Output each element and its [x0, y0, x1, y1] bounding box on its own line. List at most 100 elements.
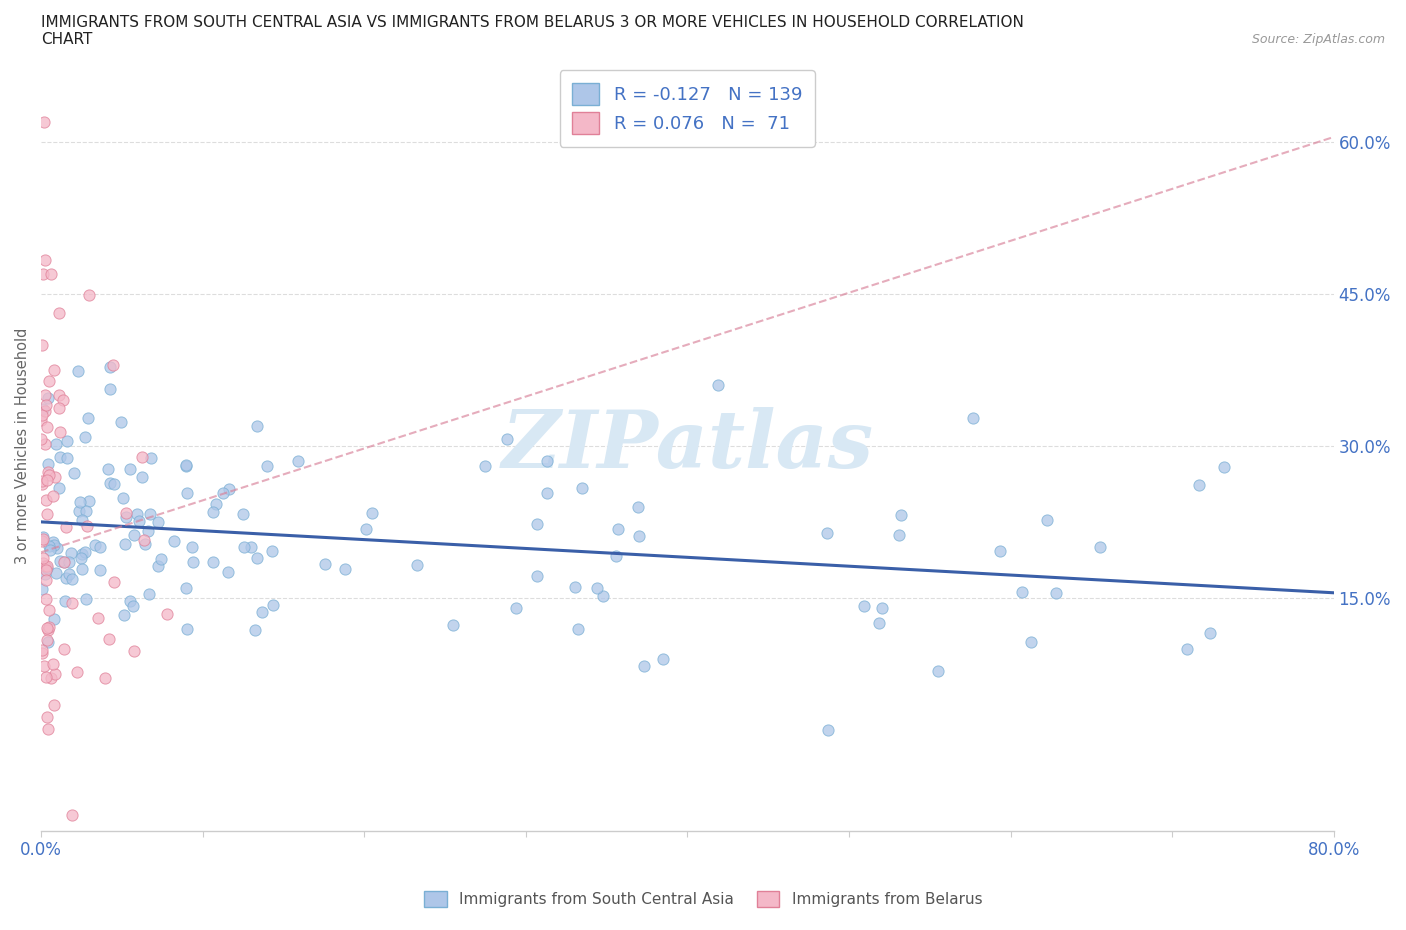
Point — [39, 671, 62, 685]
Point — [131, 449, 153, 464]
Point — [122, 599, 145, 614]
Point — [35, 398, 58, 413]
Point — [53, 555, 76, 570]
Point — [1019, 634, 1042, 649]
Point — [98, 631, 121, 646]
Point — [70, 561, 93, 576]
Point — [60, 808, 83, 823]
Point — [111, 490, 134, 505]
Point — [77, 411, 100, 426]
Point — [174, 458, 197, 472]
Point — [75, 591, 97, 606]
Point — [1199, 626, 1222, 641]
Point — [441, 618, 464, 632]
Point — [31, 338, 53, 352]
Point — [44, 667, 66, 682]
Point — [35, 472, 58, 487]
Point — [55, 433, 77, 448]
Point — [32, 658, 55, 673]
Point — [32, 266, 55, 281]
Point — [53, 554, 76, 569]
Point — [63, 466, 86, 481]
Point — [120, 461, 142, 476]
Point — [42, 538, 65, 552]
Point — [627, 499, 650, 514]
Point — [526, 516, 548, 531]
Point — [34, 403, 56, 418]
Point — [707, 378, 730, 392]
Point — [76, 519, 98, 534]
Point — [314, 557, 336, 572]
Point — [31, 473, 53, 488]
Point — [77, 287, 100, 302]
Point — [115, 506, 138, 521]
Point — [38, 374, 60, 389]
Point — [125, 506, 148, 521]
Point — [37, 635, 59, 650]
Point — [48, 306, 70, 321]
Legend: Immigrants from South Central Asia, Immigrants from Belarus: Immigrants from South Central Asia, Immi… — [418, 884, 988, 913]
Point — [37, 457, 59, 472]
Point — [155, 606, 177, 621]
Point — [114, 536, 136, 551]
Point — [585, 580, 607, 595]
Point — [174, 458, 197, 473]
Point — [564, 579, 586, 594]
Point — [870, 600, 893, 615]
Point — [49, 449, 72, 464]
Point — [35, 573, 58, 588]
Point — [627, 528, 650, 543]
Point — [42, 698, 65, 712]
Point — [287, 453, 309, 468]
Text: Source: ZipAtlas.com: Source: ZipAtlas.com — [1251, 33, 1385, 46]
Point — [45, 565, 67, 580]
Point — [103, 477, 125, 492]
Point — [48, 388, 70, 403]
Point — [53, 594, 76, 609]
Point — [70, 546, 93, 561]
Point — [37, 464, 59, 479]
Point — [146, 515, 169, 530]
Point — [60, 595, 83, 610]
Point — [141, 450, 163, 465]
Y-axis label: 3 or more Vehicles in Household: 3 or more Vehicles in Household — [15, 327, 30, 565]
Point — [37, 633, 59, 648]
Point — [37, 620, 59, 635]
Point — [58, 566, 80, 581]
Point — [98, 359, 121, 374]
Point — [48, 401, 70, 416]
Point — [122, 527, 145, 542]
Point — [354, 522, 377, 537]
Point — [101, 357, 124, 372]
Point — [70, 512, 93, 527]
Point — [103, 574, 125, 589]
Point — [256, 459, 278, 474]
Point — [41, 266, 63, 281]
Point — [260, 544, 283, 559]
Point — [30, 432, 52, 446]
Point — [134, 533, 156, 548]
Point — [474, 458, 496, 473]
Point — [59, 545, 82, 560]
Point — [70, 551, 93, 565]
Point — [890, 508, 912, 523]
Point — [34, 252, 56, 267]
Point — [120, 593, 142, 608]
Point — [69, 494, 91, 509]
Point — [139, 506, 162, 521]
Point — [110, 414, 132, 429]
Point — [131, 470, 153, 485]
Point — [240, 539, 263, 554]
Point — [55, 520, 77, 535]
Point — [75, 503, 97, 518]
Point — [42, 657, 65, 671]
Point — [181, 539, 204, 554]
Point — [31, 408, 53, 423]
Point — [79, 494, 101, 509]
Point — [652, 651, 675, 666]
Point — [39, 543, 62, 558]
Point — [31, 530, 53, 545]
Point — [31, 476, 53, 491]
Point — [98, 381, 121, 396]
Point — [37, 391, 59, 405]
